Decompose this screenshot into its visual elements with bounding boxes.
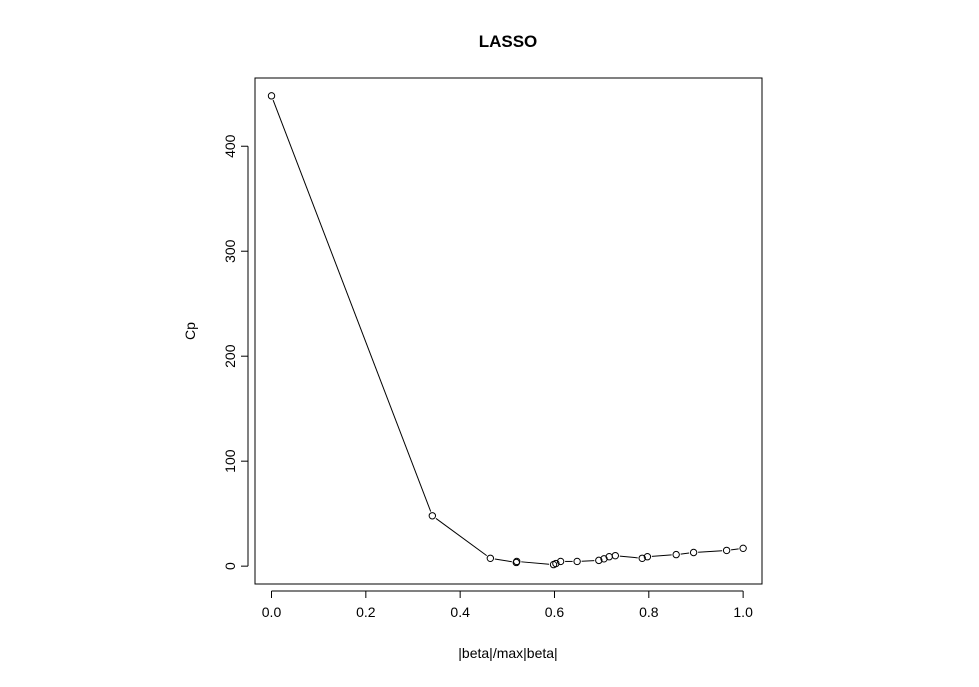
series-line-segment bbox=[272, 99, 432, 512]
data-point bbox=[267, 92, 276, 100]
data-point bbox=[513, 557, 521, 566]
series-line-segment bbox=[494, 558, 512, 563]
data-point bbox=[595, 556, 603, 565]
y-tick-label: 300 bbox=[222, 239, 238, 263]
y-tick-label: 0 bbox=[222, 562, 238, 570]
data-point bbox=[552, 559, 560, 568]
x-tick-label: 0.8 bbox=[639, 604, 659, 620]
data-point bbox=[689, 548, 698, 557]
x-tick-label: 0.2 bbox=[356, 604, 376, 620]
plot-box bbox=[254, 77, 763, 585]
x-tick-label: 0.4 bbox=[450, 604, 470, 620]
data-point bbox=[573, 557, 581, 566]
series-line-segment bbox=[698, 550, 723, 553]
data-point bbox=[643, 553, 652, 561]
data-point bbox=[722, 546, 731, 555]
data-point bbox=[638, 554, 646, 562]
series-layer bbox=[267, 92, 747, 569]
x-tick-label: 1.0 bbox=[733, 604, 753, 620]
y-tick-label: 200 bbox=[222, 344, 238, 368]
series-line-segment bbox=[731, 548, 739, 551]
x-axis: 0.0 0.2 0.4 0.6 0.8 1.0 bbox=[262, 590, 753, 620]
x-tick-label: 0.6 bbox=[545, 604, 565, 620]
series-line-segment bbox=[435, 518, 488, 557]
data-point bbox=[611, 551, 620, 560]
data-point bbox=[739, 544, 747, 553]
series-line-segment bbox=[680, 552, 690, 555]
y-axis: 0 100 200 300 400 bbox=[222, 134, 249, 570]
y-axis-label: Cp bbox=[182, 322, 198, 340]
data-point bbox=[556, 557, 565, 566]
y-tick-label: 100 bbox=[222, 449, 238, 473]
series-line-segment bbox=[521, 561, 550, 565]
data-point bbox=[486, 554, 495, 562]
series-line-segment bbox=[619, 555, 638, 559]
series-line-segment bbox=[651, 554, 672, 557]
data-point bbox=[672, 550, 680, 559]
x-tick-label: 0.0 bbox=[262, 604, 282, 620]
series-line-segment bbox=[581, 560, 595, 562]
chart-title: LASSO bbox=[479, 32, 538, 51]
y-tick-label: 400 bbox=[222, 134, 238, 158]
x-axis-label: |beta|/max|beta| bbox=[458, 645, 557, 661]
data-point bbox=[428, 512, 437, 520]
